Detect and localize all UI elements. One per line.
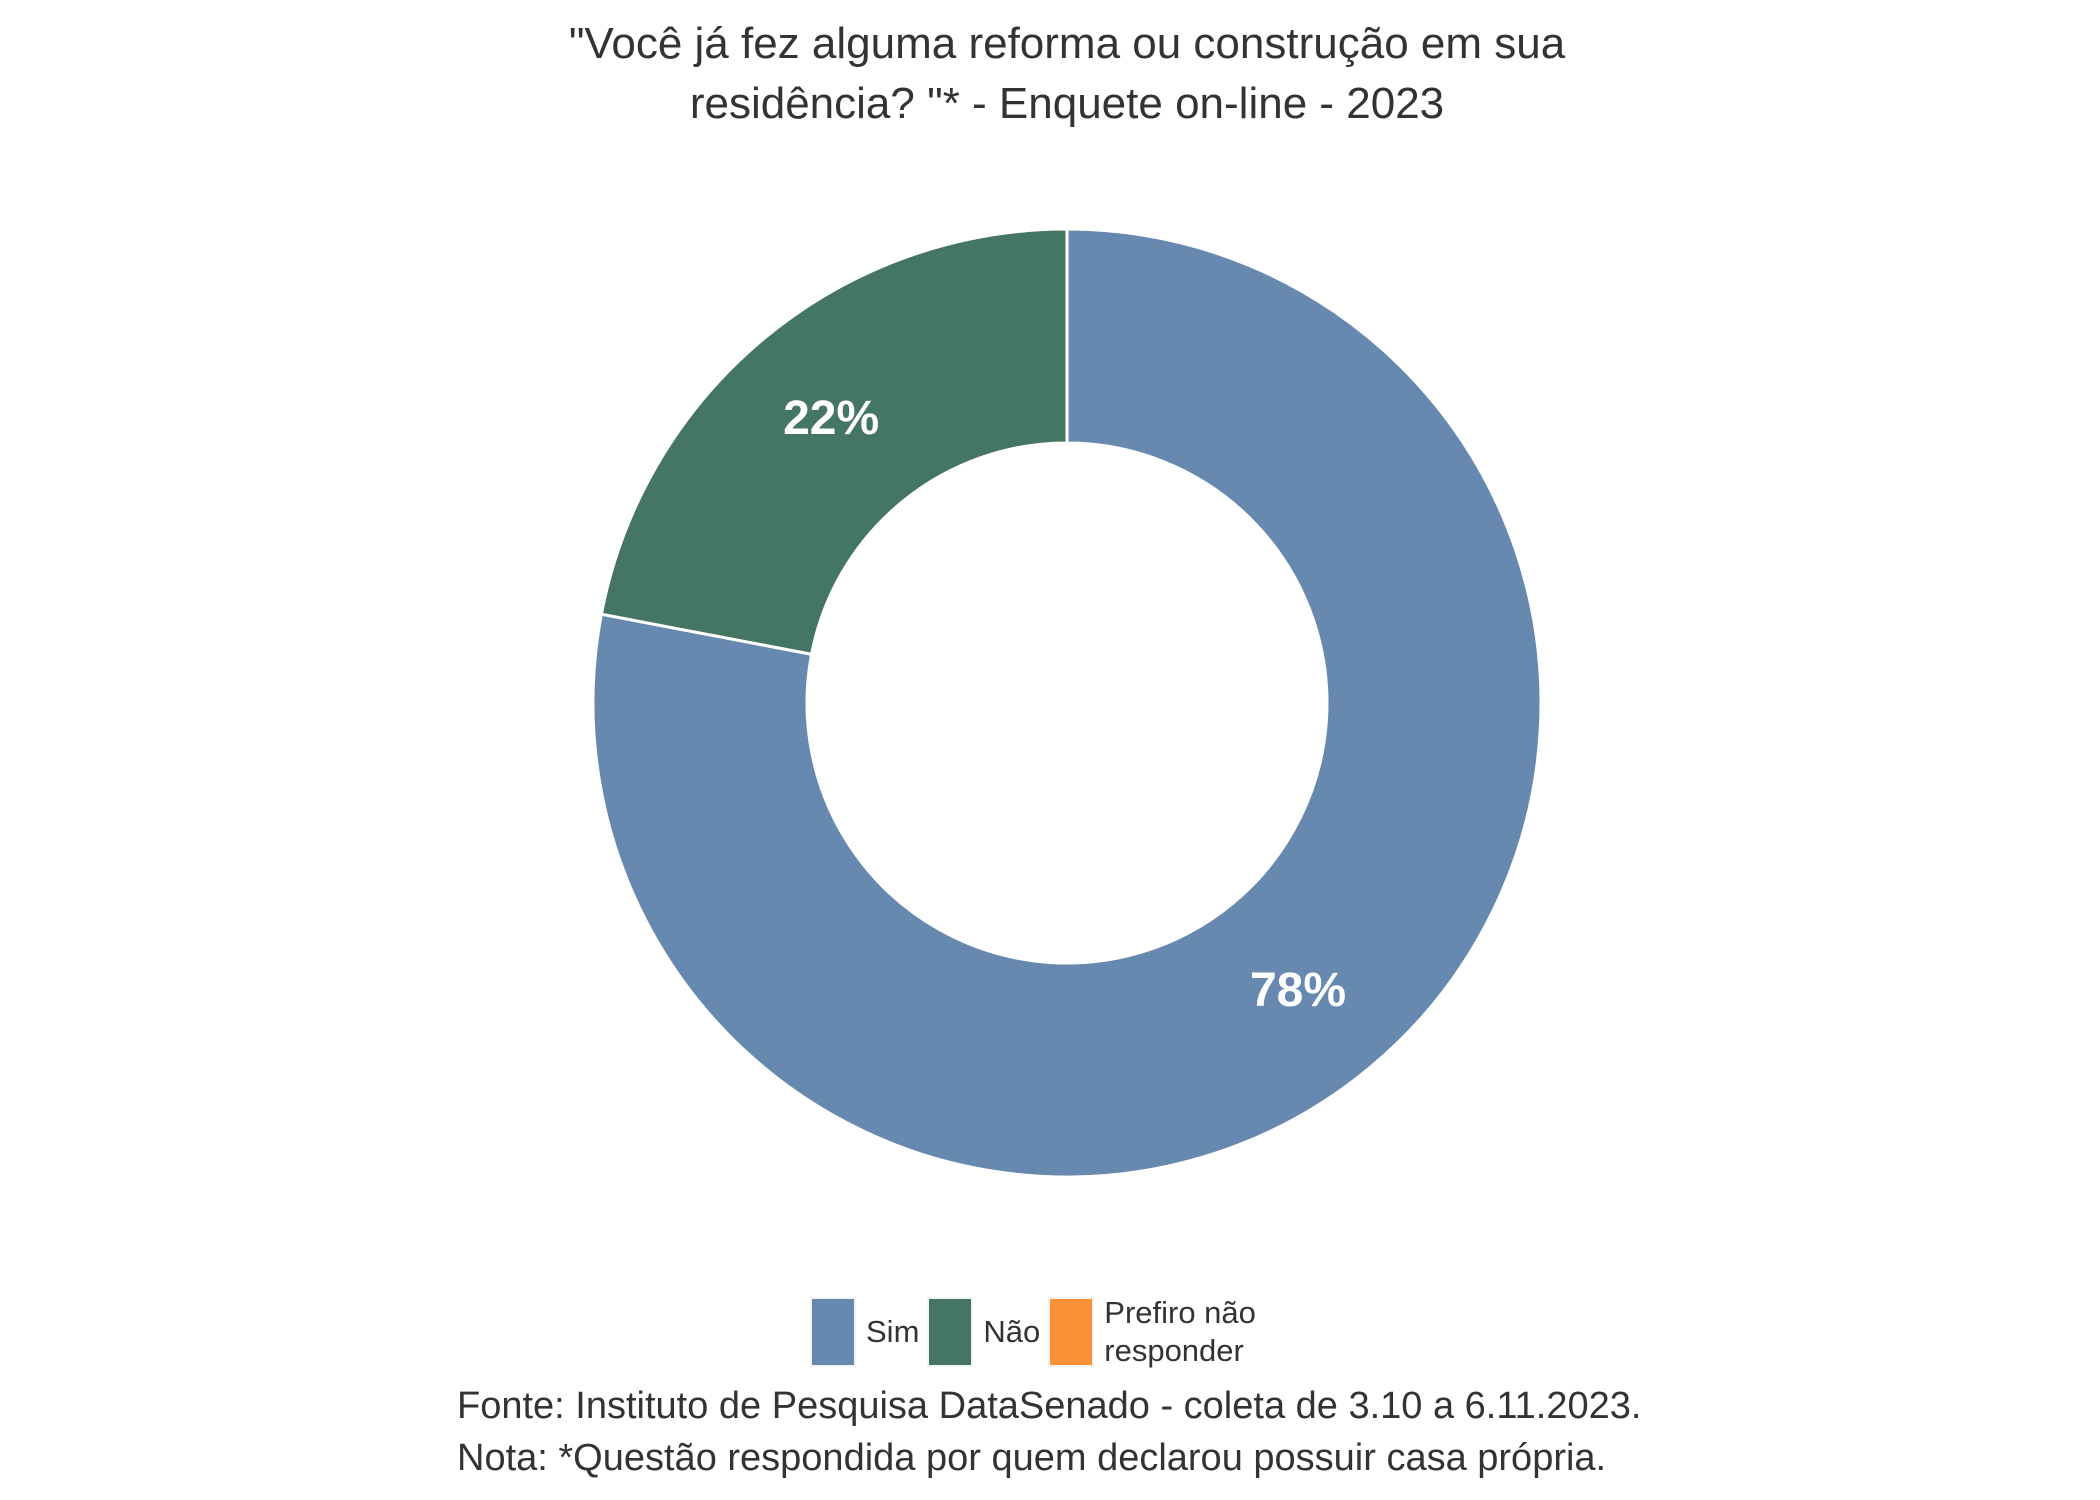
chart-title: "Você já fez alguma reforma ou construçã… xyxy=(0,14,2100,134)
legend-swatch-sim xyxy=(810,1297,856,1367)
donut-slice-sim[interactable] xyxy=(591,227,1543,1179)
legend-label-sim: Sim xyxy=(866,1314,920,1349)
donut-chart: 78% 22% xyxy=(591,227,1543,1179)
data-label-n-o: 22% xyxy=(783,392,879,445)
title-line-1: "Você já fez alguma reforma ou construçã… xyxy=(568,19,1566,68)
title-line-2: residência? "* - Enquete on-line - 2023 xyxy=(689,79,1445,128)
data-label-sim: 78% xyxy=(1250,964,1346,1017)
legend-item-prefiro[interactable]: Prefiro não responder xyxy=(1048,1294,1256,1370)
legend-label-nao: Não xyxy=(983,1314,1041,1349)
legend-label-prefiro-2: responder xyxy=(1104,1333,1244,1368)
legend: Sim Não Prefiro não responder xyxy=(810,1294,1264,1370)
legend-item-sim[interactable]: Sim xyxy=(810,1297,919,1367)
footnote: Nota: *Questão respondida por quem decla… xyxy=(457,1437,1607,1479)
legend-swatch-prefiro xyxy=(1048,1297,1095,1367)
legend-swatch-nao xyxy=(927,1297,974,1367)
legend-item-nao[interactable]: Não xyxy=(927,1297,1040,1367)
legend-label-prefiro-1: Prefiro não xyxy=(1104,1295,1256,1330)
legend-label-prefiro: Prefiro não responder xyxy=(1104,1294,1256,1370)
source-note: Fonte: Instituto de Pesquisa DataSenado … xyxy=(457,1385,1642,1427)
donut-slice-n-o[interactable] xyxy=(599,227,1069,657)
